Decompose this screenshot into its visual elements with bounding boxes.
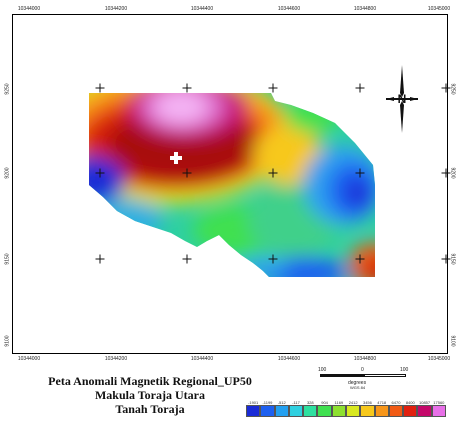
scale-segment-light — [364, 374, 406, 377]
scale-left-label: 100 — [318, 367, 327, 373]
tick-bottom-4: 10344600 — [277, 356, 301, 362]
color-legend-label: 6470 — [391, 400, 401, 405]
grid-cross — [95, 83, 105, 93]
north-label: N — [398, 92, 407, 106]
grid-cross — [355, 83, 365, 93]
tick-left-4: 9100 — [4, 335, 11, 347]
map-title: Peta Anomali Magnetik Regional_UP50 Maku… — [0, 374, 300, 416]
color-legend-label: 2412 — [348, 400, 358, 405]
scale-unit-label: degrees — [348, 380, 367, 386]
grid-cross — [441, 168, 451, 178]
scale-mid-label: 0 — [361, 367, 364, 373]
color-legend-swatch — [288, 405, 304, 417]
grid-cross — [441, 254, 451, 264]
tick-left-1: 9250 — [4, 83, 11, 95]
color-legend-label: -1199 — [262, 400, 273, 405]
color-legend-label: 904 — [321, 400, 328, 405]
color-legend-swatch — [274, 405, 289, 417]
color-legend-label: 3456 — [362, 400, 372, 405]
grid-cross — [441, 83, 451, 93]
grid-cross — [95, 254, 105, 264]
tick-bottom-1: 10344000 — [17, 356, 41, 362]
color-legend-swatch — [431, 405, 446, 417]
grid-cross — [182, 83, 192, 93]
grid-cross — [268, 254, 278, 264]
tick-top-2: 10344200 — [104, 6, 128, 12]
title-line-2: Makula Toraja Utara — [94, 388, 205, 402]
scale-bar: 100 0 100 degrees WGS 84 — [318, 367, 408, 391]
tick-right-4: 9100 — [449, 335, 456, 347]
tick-top-1: 10344000 — [17, 6, 41, 12]
color-legend-label: 4718 — [377, 400, 387, 405]
tick-top-6: 10345000 — [427, 6, 451, 12]
title-line-1: Peta Anomali Magnetik Regional_UP50 — [48, 374, 252, 388]
color-legend-label: 1169 — [334, 400, 344, 405]
tick-left-2: 9200 — [4, 167, 11, 179]
grid-cross — [182, 254, 192, 264]
scale-segment-dark — [320, 374, 364, 377]
color-legend-label: 10857 — [419, 400, 431, 405]
color-legend-label: 17560 — [433, 400, 445, 405]
grid-cross — [355, 168, 365, 178]
color-legend-swatch — [417, 405, 432, 417]
color-legend-swatch — [331, 405, 346, 417]
scale-right-label: 100 — [400, 367, 409, 373]
tick-bottom-3: 10344400 — [190, 356, 214, 362]
color-legend-swatch — [374, 405, 389, 417]
grid-cross — [355, 254, 365, 264]
grid-cross — [95, 168, 105, 178]
title-line-3: Tanah Toraja — [115, 402, 185, 416]
map-frame: 10344000 10344200 10344400 10344600 1034… — [5, 6, 456, 362]
color-legend-swatch — [346, 405, 361, 417]
anomaly-contour-map — [89, 93, 375, 277]
tick-top-4: 10344600 — [277, 6, 301, 12]
tick-bottom-6: 10345000 — [427, 356, 451, 362]
color-legend-label: -1901 — [248, 400, 259, 405]
color-legend-label: -512 — [277, 400, 286, 405]
color-legend-swatch — [360, 405, 375, 417]
grid-cross — [182, 168, 192, 178]
tick-bottom-5: 10344800 — [353, 356, 377, 362]
color-legend-swatch — [260, 405, 275, 417]
color-legend: -1901 -1199 -512 -117 328 904 1169 2412 3456 4718… — [246, 400, 446, 419]
tick-top-3: 10344400 — [190, 6, 214, 12]
grid-cross — [268, 168, 278, 178]
tick-left-3: 9150 — [4, 253, 11, 265]
color-legend-label: 328 — [306, 400, 314, 405]
color-legend-swatch — [403, 405, 418, 417]
tick-top-5: 10344800 — [353, 6, 377, 12]
tick-bottom-2: 10344200 — [104, 356, 128, 362]
location-marker-icon — [170, 152, 182, 164]
color-legend-swatch — [303, 405, 318, 417]
color-legend-swatch — [246, 405, 261, 417]
color-legend-swatch — [317, 405, 332, 417]
north-arrow-icon: N — [386, 65, 418, 133]
scale-datum-label: WGS 84 — [350, 385, 366, 390]
color-legend-swatch — [388, 405, 404, 417]
color-legend-label: -117 — [292, 400, 300, 405]
grid-cross — [268, 83, 278, 93]
color-legend-label: 8400 — [405, 400, 415, 405]
